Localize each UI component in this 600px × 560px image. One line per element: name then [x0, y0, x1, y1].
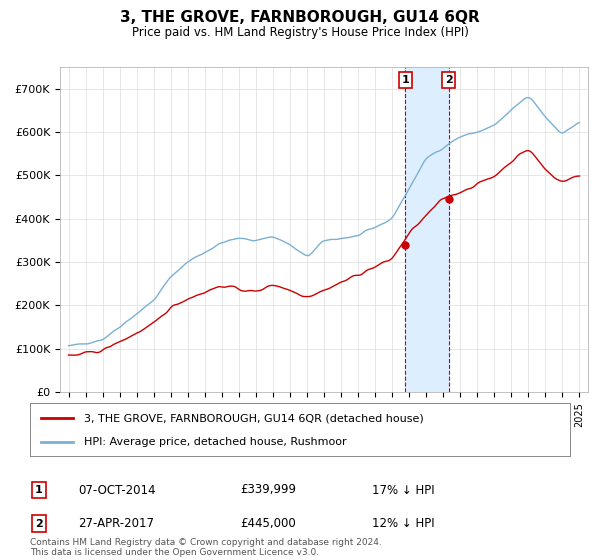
- Text: £445,000: £445,000: [240, 517, 296, 530]
- Text: Contains HM Land Registry data © Crown copyright and database right 2024.
This d: Contains HM Land Registry data © Crown c…: [30, 538, 382, 557]
- Text: 1: 1: [401, 75, 409, 85]
- Text: 3, THE GROVE, FARNBOROUGH, GU14 6QR: 3, THE GROVE, FARNBOROUGH, GU14 6QR: [120, 10, 480, 25]
- Text: 2: 2: [35, 519, 43, 529]
- Text: 12% ↓ HPI: 12% ↓ HPI: [372, 517, 434, 530]
- Text: 07-OCT-2014: 07-OCT-2014: [78, 483, 155, 497]
- Text: 27-APR-2017: 27-APR-2017: [78, 517, 154, 530]
- Text: 2: 2: [445, 75, 452, 85]
- Bar: [405, 67, 449, 392]
- Text: 17% ↓ HPI: 17% ↓ HPI: [372, 483, 434, 497]
- Text: 1: 1: [35, 485, 43, 495]
- Text: Price paid vs. HM Land Registry's House Price Index (HPI): Price paid vs. HM Land Registry's House …: [131, 26, 469, 39]
- Text: HPI: Average price, detached house, Rushmoor: HPI: Average price, detached house, Rush…: [84, 436, 347, 446]
- Text: £339,999: £339,999: [240, 483, 296, 497]
- Text: 3, THE GROVE, FARNBOROUGH, GU14 6QR (detached house): 3, THE GROVE, FARNBOROUGH, GU14 6QR (det…: [84, 413, 424, 423]
